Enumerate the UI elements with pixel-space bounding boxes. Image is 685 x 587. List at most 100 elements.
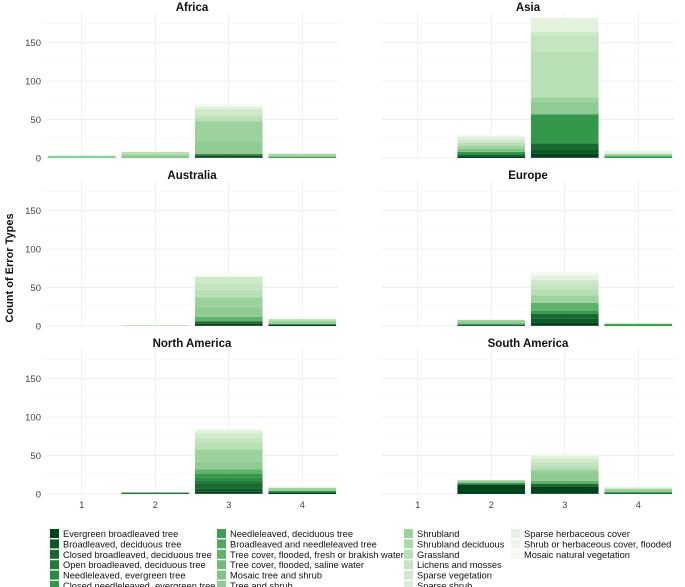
bar-segment-tree-cover-flooded-fresh-or-brakish-water <box>604 323 673 325</box>
legend-item-grassland: Grassland <box>404 549 459 560</box>
bar-segment-sparse-vegetation <box>194 433 263 438</box>
legend-swatch <box>404 529 413 538</box>
legend-swatch <box>404 570 413 580</box>
legend-label: Mosaic tree and shrub <box>230 571 322 581</box>
bar-segment-sparse-herbaceous-cover <box>604 151 673 155</box>
bar-segment-shrubland <box>268 320 337 323</box>
bar-segment-shrubland <box>530 97 599 102</box>
bar-segment-grassland <box>121 325 190 326</box>
bar-segment-sparse-herbaceous-cover <box>194 430 263 434</box>
x-tick-label: 2 <box>153 500 158 511</box>
legend-item-mosaic-tree-and-shrub: Mosaic tree and shrub <box>217 570 322 581</box>
bar-segment-broadleaved-deciduous-tree <box>530 149 599 154</box>
x-tick-label: 4 <box>300 500 305 511</box>
legend-swatch <box>511 539 520 549</box>
bar-segment-closed-broadleaved-deciduous-tree <box>530 313 599 319</box>
y-tick-label: 100 <box>25 76 41 87</box>
legend-swatch <box>50 529 59 538</box>
bar-segment-grassland <box>194 289 263 298</box>
legend-item-shrubland-deciduous: Shrubland deciduous <box>404 539 505 549</box>
legend-label: Lichens and mosses <box>417 560 502 570</box>
bar-segment-sparse-herbaceous-cover <box>530 455 599 459</box>
legend-item-needleleaved-deciduous-tree: Needleleaved, deciduous tree <box>217 529 353 539</box>
legend-item-sparse-shrub: Sparse shrub <box>404 581 472 587</box>
bar-segment-sparse-herbaceous-cover <box>604 487 673 489</box>
panel-title: North America <box>153 338 232 350</box>
bar-segment-mosaic-natural-vegetation <box>530 16 599 19</box>
x-tick-label: 3 <box>226 500 231 511</box>
legend-label: Sparse herbaceous cover <box>524 529 630 539</box>
y-tick-label: 50 <box>30 283 41 294</box>
bar-segment-sparse-vegetation <box>457 139 526 143</box>
bar-segment-evergreen-broadleaved-tree <box>268 324 337 326</box>
legend-label: Open broadleaved, deciduous tree <box>63 560 206 570</box>
y-tick-label: 50 <box>30 451 41 462</box>
legend-swatch <box>50 549 59 559</box>
bar-segment-evergreen-broadleaved-tree <box>530 322 599 326</box>
bar-segment-shrubland <box>194 121 263 142</box>
bar-segment-lichens-and-mosses <box>530 35 599 52</box>
bar-segment-grassland <box>268 319 337 321</box>
bar-segment-tree-and-shrub <box>268 322 337 325</box>
y-tick-label: 150 <box>25 206 41 217</box>
bar-segment-grassland <box>530 465 599 470</box>
bar-segment-evergreen-broadleaved-tree <box>457 156 526 158</box>
panel-north-america: North America 0 50 100 150 1 2 3 4 <box>25 338 339 511</box>
legend-swatch <box>404 581 413 587</box>
legend-label: Evergreen broadleaved tree <box>63 529 178 539</box>
bar-segment-shrubland <box>457 145 526 149</box>
bar-segment-grassland <box>121 151 190 155</box>
bar-segment-tree-and-shrub <box>194 461 263 470</box>
bar-segment-sparse-vegetation <box>194 108 263 115</box>
bar-segment-mosaic-natural-vegetation <box>194 274 263 277</box>
bar-segment-tree-and-shrub <box>530 472 599 481</box>
y-tick-label: 100 <box>25 412 41 423</box>
bar-segment-lichens-and-mosses <box>194 437 263 443</box>
legend-swatch <box>50 581 59 587</box>
legend-label: Closed broadleaved, deciduous tree <box>63 550 212 560</box>
legend-label: Tree and shrub <box>230 581 293 587</box>
bar-segment-closed-needleleaved-evergreen-tree <box>604 156 673 158</box>
bar-segment-lichens-and-mosses <box>530 284 599 290</box>
bar-segment-grassland <box>194 118 263 122</box>
legend-label: Needleleaved, evergreen tree <box>63 571 186 581</box>
bar-segment-tree-cover-flooded-fresh-or-brakish-water <box>194 469 263 475</box>
legend-item-open-broadleaved-deciduous-tree: Open broadleaved, deciduous tree <box>50 560 206 570</box>
bar-segment-shrubland <box>268 487 337 490</box>
legend-label: Closed needleleaved, evergreen tree <box>63 581 215 587</box>
panel-title: Africa <box>176 2 209 14</box>
bar-segment-mosaic-natural-vegetation <box>530 453 599 456</box>
bar-segment-shrubland <box>457 480 526 481</box>
bar-segment-evergreen-broadleaved-tree <box>194 323 263 326</box>
legend-label: Shrubland deciduous <box>417 539 505 549</box>
bar-segment-evergreen-broadleaved-tree <box>121 493 190 494</box>
bar-segment-lichens-and-mosses <box>530 461 599 466</box>
bar-segment-shrubland <box>530 295 599 303</box>
legend-swatch <box>404 539 413 549</box>
legend-item-tree-and-shrub: Tree and shrub <box>217 581 293 587</box>
legend-swatch <box>217 539 226 549</box>
legend-swatch <box>217 549 226 559</box>
bar-segment-closed-needleleaved-evergreen-tree <box>457 151 526 155</box>
bar-segment-sparse-herbaceous-cover <box>457 136 526 140</box>
legend-item-broadleaved-and-needleleaved-tree: Broadleaved and needleleaved tree <box>217 539 377 549</box>
legend-swatch <box>404 549 413 559</box>
bar-segment-mosaic-tree-and-shrub <box>121 156 190 158</box>
panel-title: Australia <box>167 170 217 182</box>
bar-segment-closed-needleleaved-evergreen-tree <box>530 114 599 144</box>
legend-item-lichens-and-mosses: Lichens and mosses <box>404 560 502 570</box>
panel-europe: Europe <box>381 170 675 327</box>
legend-item-mosaic-natural-vegetation: Mosaic natural vegetation <box>511 549 630 560</box>
bar-segment-broadleaved-deciduous-tree <box>194 155 263 158</box>
legend-label: Broadleaved, deciduous tree <box>63 539 181 549</box>
bar-segment-lichens-and-mosses <box>194 282 263 290</box>
bar-segment-tree-and-shrub <box>604 154 673 157</box>
x-tick-label: 2 <box>489 500 494 511</box>
bar-segment-tree-and-shrub <box>194 306 263 317</box>
bar-segment-evergreen-broadleaved-tree <box>194 491 263 494</box>
bar-segment-closed-needleleaved-evergreen-tree <box>604 324 673 326</box>
legend-label: Needleleaved, deciduous tree <box>230 529 353 539</box>
bar-segment-needleleaved-evergreen-tree <box>194 477 263 481</box>
bar-segment-shrubland <box>604 488 673 491</box>
legend-swatch <box>50 539 59 549</box>
